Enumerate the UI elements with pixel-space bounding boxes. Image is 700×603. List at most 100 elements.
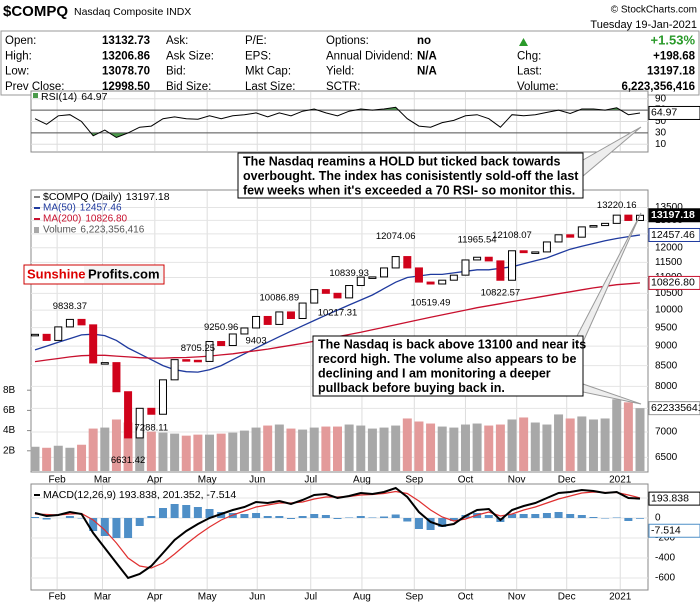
symbol-name: Nasdaq Composite INDX <box>74 6 191 18</box>
candle <box>531 251 540 254</box>
x-tick-label: Jun <box>249 475 265 486</box>
volume-bar <box>77 444 87 471</box>
value-tag-text: 64.97 <box>651 107 677 119</box>
volume-bar <box>495 424 505 471</box>
volume-bar <box>123 422 133 471</box>
logo-left: Sunshine <box>27 266 86 281</box>
x-tick-label: Aug <box>353 475 371 486</box>
note-text: pullback before buying back in. <box>318 381 505 395</box>
up-triangle <box>519 38 528 46</box>
note-box <box>237 152 584 199</box>
x-tick-label: Nov <box>508 475 526 486</box>
value-tag <box>648 227 700 242</box>
volume-bar <box>309 427 319 471</box>
histogram-bar <box>65 516 74 518</box>
volume-bar <box>286 428 296 471</box>
symbol: $COMPQ <box>3 3 68 20</box>
price-label: 6631.42 <box>111 455 145 466</box>
legend-swatch <box>34 227 39 233</box>
candle <box>449 274 458 281</box>
x-tick-label: Jul <box>304 592 317 603</box>
histogram-bar <box>508 514 517 518</box>
legend: MACD(12,26,9) 193.838, 201.352, -7.514 <box>43 489 236 501</box>
candle <box>601 222 610 227</box>
value-tag <box>648 275 700 290</box>
header-value: 13078.70 <box>102 66 150 78</box>
volume-bar <box>263 425 273 471</box>
candle <box>391 256 400 269</box>
candle <box>577 226 586 238</box>
y-tick-label: -200 <box>655 533 675 544</box>
histogram-bar <box>124 518 133 538</box>
price-label: 13220.16 <box>597 200 637 211</box>
y-tick-label: 9000 <box>655 341 678 352</box>
header-label: Mkt Cap: <box>245 66 291 78</box>
volume-bar <box>449 427 459 471</box>
volume-bar <box>228 432 238 471</box>
volume-bar <box>65 447 75 471</box>
volume-bar <box>507 419 517 471</box>
x-tick-label: Dec <box>558 475 576 486</box>
x-tick-label: Feb <box>48 592 66 603</box>
histogram-bar <box>601 518 610 519</box>
header-label: Annual Dividend: <box>326 50 413 62</box>
y-tick-label: 11500 <box>655 257 683 268</box>
candle <box>228 333 237 347</box>
candle <box>624 214 633 221</box>
histogram-bar <box>391 514 400 518</box>
value-tag <box>648 105 700 120</box>
volume-tick-label: 2B <box>3 445 16 456</box>
candle <box>147 407 156 415</box>
candle <box>252 315 261 329</box>
candle <box>240 327 249 335</box>
x-tick-label: Apr <box>147 475 163 486</box>
volume-bar <box>321 426 331 471</box>
candle <box>333 292 342 299</box>
x-tick-label: Sep <box>405 475 423 486</box>
histogram-bar <box>449 518 458 521</box>
macd-panel <box>30 483 649 591</box>
candle <box>77 318 86 326</box>
candle <box>286 311 295 319</box>
volume-bar <box>333 426 342 471</box>
value-tag-text: 6223356416 <box>651 402 700 414</box>
histogram-bar <box>577 515 586 518</box>
header-value: 12998.50 <box>102 81 150 93</box>
volume-bar <box>588 419 598 471</box>
histogram-bar <box>31 517 39 518</box>
candle <box>414 267 423 283</box>
volume-bar <box>565 418 575 471</box>
candle <box>321 289 330 294</box>
macd-line <box>34 486 641 580</box>
note-box <box>312 335 584 397</box>
candle <box>170 359 179 381</box>
header-label: Ask: <box>166 35 188 47</box>
header-label: Yield: <box>326 66 354 78</box>
volume-bar <box>298 429 308 471</box>
header-label: Bid: <box>166 66 186 78</box>
price-label: 9838.37 <box>53 301 87 312</box>
x-tick-label: Oct <box>458 475 474 486</box>
candle <box>31 333 39 337</box>
volume-bar <box>344 424 354 471</box>
volume-bar <box>577 416 587 471</box>
value-tag-text: 13197.18 <box>651 209 695 221</box>
header-value: 13132.73 <box>102 35 150 47</box>
histogram-bar <box>252 513 261 518</box>
candle <box>612 214 621 224</box>
volume-bar <box>274 424 284 471</box>
candle <box>496 260 505 281</box>
y-tick-label: 90 <box>655 93 667 104</box>
value-tag <box>648 491 700 506</box>
volume-bar <box>379 427 389 471</box>
histogram-bar <box>636 518 644 519</box>
histogram-bar <box>147 516 156 518</box>
candle <box>217 341 226 347</box>
legend-value: 64.97 <box>81 91 107 103</box>
volume-bar <box>135 426 145 471</box>
x-tick-label: Mar <box>94 475 112 486</box>
y-tick-label: 10500 <box>655 288 683 299</box>
histogram-bar <box>112 518 121 538</box>
price-label: 10519.49 <box>411 297 451 308</box>
volume-bar <box>181 435 191 471</box>
